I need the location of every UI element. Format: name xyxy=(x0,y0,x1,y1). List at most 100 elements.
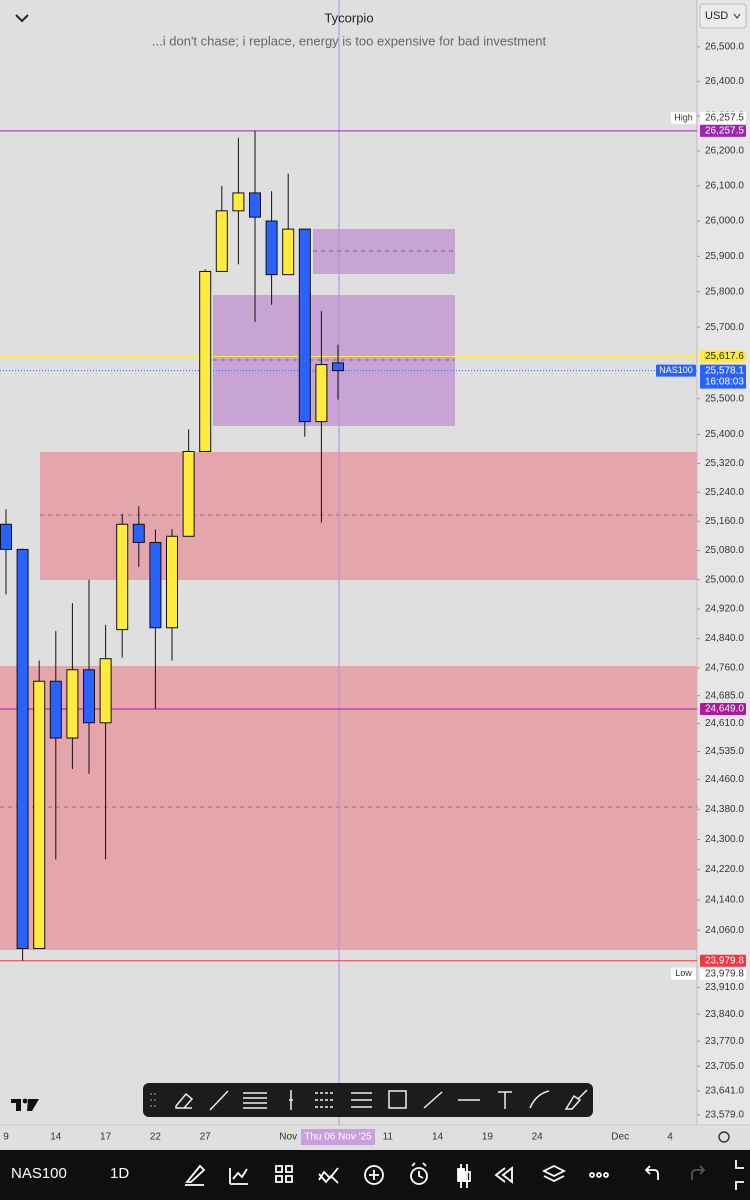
redo-button xyxy=(691,1165,706,1180)
logo xyxy=(11,1098,39,1111)
y-tick-label: 24,460.0 xyxy=(705,774,744,785)
rectangle-tool[interactable] xyxy=(388,1090,407,1109)
y-tick-label: 26,000.0 xyxy=(705,216,744,227)
trendline-tool[interactable] xyxy=(209,1090,229,1111)
brush-tool[interactable] xyxy=(564,1089,588,1110)
more-button[interactable] xyxy=(603,1172,609,1178)
candle-body xyxy=(116,523,129,631)
price-label-bg xyxy=(700,364,746,389)
fib-tool[interactable] xyxy=(243,1092,267,1109)
fullscreen-button[interactable] xyxy=(735,1160,744,1190)
x-tick-label: 4 xyxy=(667,1132,673,1143)
y-tick-label: 25,400.0 xyxy=(705,429,744,440)
y-tick-label: 26,500.0 xyxy=(705,41,744,52)
price-labels: High 26,257.5 Low 23,979.8 26,257.5 25,617.6 2… xyxy=(656,111,746,980)
candle-body xyxy=(182,450,195,537)
extreme-name-bg xyxy=(671,111,696,124)
curve-tool[interactable] xyxy=(529,1090,550,1109)
price-label-bg xyxy=(700,350,746,363)
y-tick-label: 25,000.0 xyxy=(705,574,744,585)
candle-body xyxy=(149,541,162,629)
candle-body xyxy=(166,535,178,629)
currency-caret xyxy=(733,13,741,19)
y-tick-label: 25,900.0 xyxy=(705,251,744,262)
x-tick-label: 22 xyxy=(150,1132,162,1143)
price-label: 25,578.1 xyxy=(705,365,744,376)
supply-zone xyxy=(313,229,455,274)
y-tick-label: 23,910.0 xyxy=(705,982,744,993)
extreme-value-bg xyxy=(700,967,746,980)
channel-tool[interactable] xyxy=(315,1092,335,1108)
candle-body xyxy=(282,228,295,276)
price-axis-panel xyxy=(697,0,750,1125)
compare-button[interactable] xyxy=(318,1167,339,1184)
currency-label: USD xyxy=(705,10,728,22)
layout-button[interactable] xyxy=(275,1165,293,1183)
alert-button[interactable] xyxy=(411,1162,427,1179)
y-tick-label: 24,920.0 xyxy=(705,604,744,615)
y-tick-label: 24,220.0 xyxy=(705,864,744,875)
y-tick-label: 23,840.0 xyxy=(705,1009,744,1020)
y-tick-label: 26,100.0 xyxy=(705,181,744,192)
crosshair-date: Thu 06 Nov '25 xyxy=(304,1132,372,1143)
y-tick-label: 23,705.0 xyxy=(705,1061,744,1072)
x-tick-label: 14 xyxy=(50,1132,62,1143)
candle-body xyxy=(298,228,311,423)
x-tick-label: Dec xyxy=(611,1132,629,1143)
axis-settings[interactable] xyxy=(718,1131,730,1143)
y-tick-label: 24,140.0 xyxy=(705,895,744,906)
extreme-name: High xyxy=(674,112,693,122)
candle-body xyxy=(249,192,261,218)
ray-tool[interactable] xyxy=(423,1091,443,1109)
price-lines xyxy=(0,130,697,962)
vline-tool[interactable] xyxy=(289,1090,293,1110)
chart-subtitle: ...i don't chase; i replace, energy is t… xyxy=(152,33,547,48)
y-tick-label: 25,080.0 xyxy=(705,545,744,556)
candle-type-button[interactable] xyxy=(464,1171,471,1182)
candle-body xyxy=(16,548,29,949)
y-tick-label: 25,700.0 xyxy=(705,322,744,333)
candle-body xyxy=(315,364,328,423)
currency-button[interactable] xyxy=(699,3,747,29)
add-button[interactable] xyxy=(369,1170,379,1180)
y-tick-label: 24,300.0 xyxy=(705,834,744,845)
bottom-icons xyxy=(185,1160,744,1190)
interval-label[interactable]: 1D xyxy=(110,1165,129,1182)
symbol-label[interactable]: NAS100 xyxy=(11,1165,67,1182)
y-tick-label: 24,760.0 xyxy=(705,663,744,674)
chart-title: Tycorpio xyxy=(324,10,373,25)
extreme-value-bg xyxy=(700,111,746,124)
y-tick-label: 24,685.0 xyxy=(705,690,744,701)
replay-button[interactable] xyxy=(494,1166,513,1184)
candle-body xyxy=(265,220,278,276)
y-tick-label: 25,800.0 xyxy=(705,286,744,297)
y-tick-label: 24,610.0 xyxy=(705,718,744,729)
eraser-tool[interactable] xyxy=(175,1092,194,1109)
draw-button[interactable] xyxy=(185,1164,206,1186)
y-tick-label: 25,160.0 xyxy=(705,516,744,527)
layers-button[interactable] xyxy=(541,1164,567,1183)
indicators-button[interactable] xyxy=(229,1168,248,1185)
symbol-tag-bg xyxy=(656,364,696,377)
x-tick-label: 9 xyxy=(3,1132,9,1143)
x-tick-label: 24 xyxy=(532,1132,544,1143)
undo-button[interactable] xyxy=(644,1165,659,1180)
text-tool[interactable] xyxy=(498,1091,512,1109)
price-label-bg xyxy=(700,703,746,716)
time-axis: 9 14 17 22 27 Nov Thu 06 Nov '25 11 14 19 24 Dec 4 xyxy=(3,1129,673,1145)
y-tick-label: 24,535.0 xyxy=(705,746,744,757)
y-tick-label: 25,320.0 xyxy=(705,458,744,469)
x-tick-label: 27 xyxy=(200,1132,212,1143)
price-label-bg xyxy=(700,954,746,967)
drawing-toolbar xyxy=(143,1083,593,1117)
candle-body xyxy=(0,523,12,550)
parallel-tool[interactable] xyxy=(351,1092,372,1108)
price-label: 26,257.5 xyxy=(705,126,744,137)
y-tick-label: 24,060.0 xyxy=(705,925,744,936)
countdown: 16:08:03 xyxy=(705,376,744,387)
extreme-value: 23,979.8 xyxy=(705,968,744,979)
y-tick-label: 23,641.0 xyxy=(705,1086,744,1097)
x-tick-label: 14 xyxy=(432,1132,444,1143)
collapse-button[interactable] xyxy=(15,14,29,23)
